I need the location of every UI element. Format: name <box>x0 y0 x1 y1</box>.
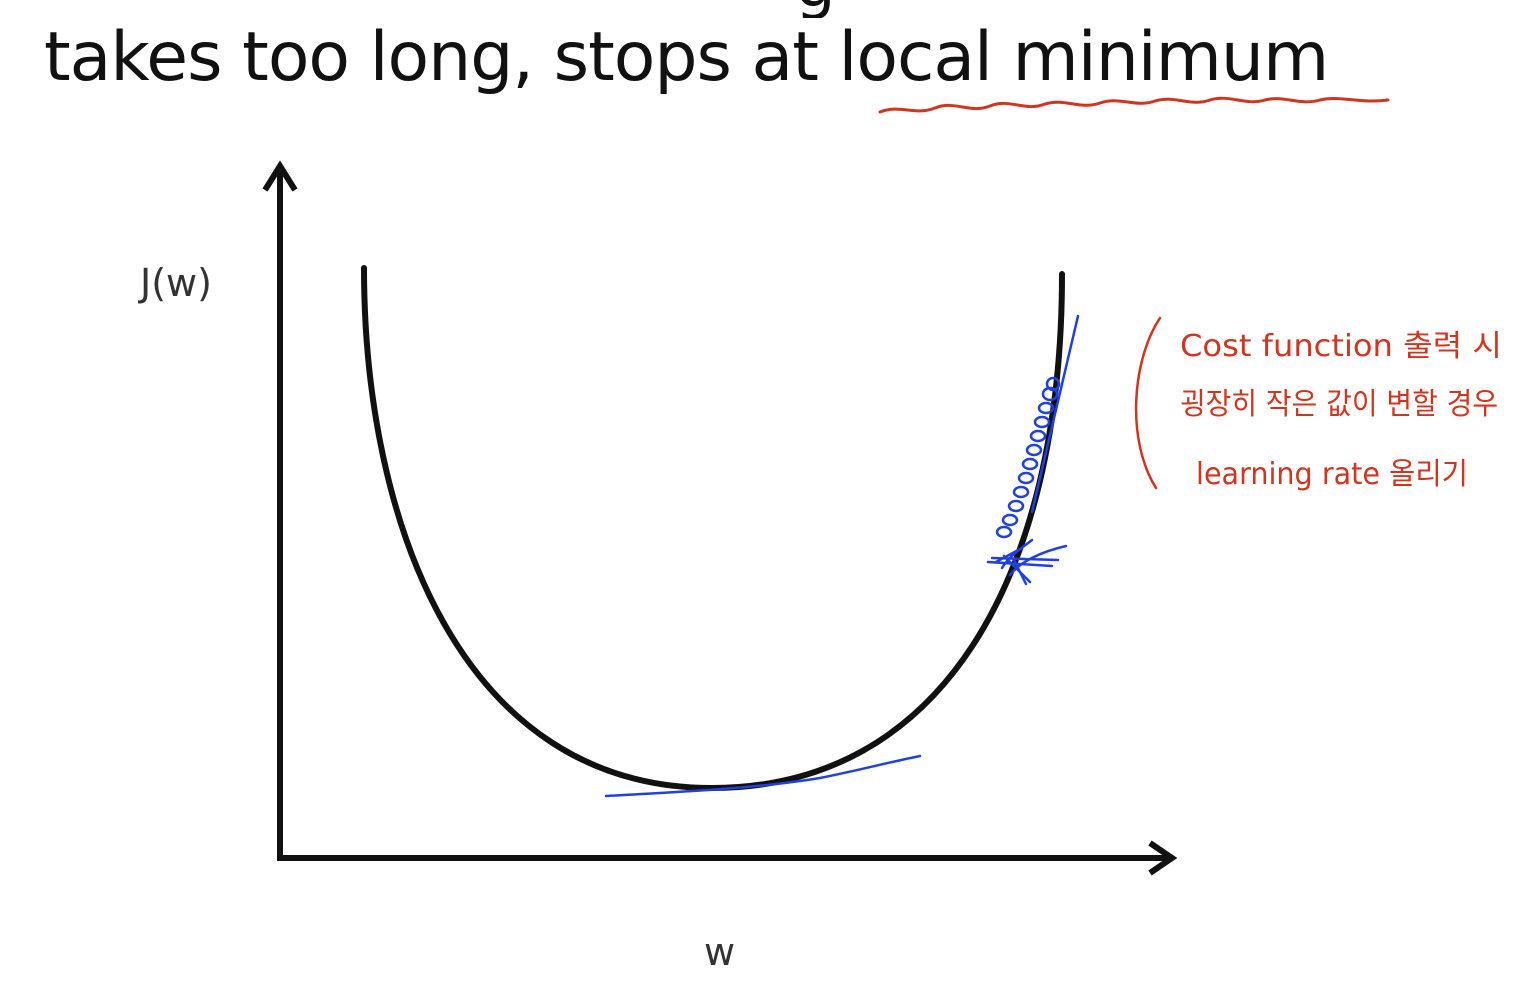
blue-tangent-line <box>604 754 922 798</box>
red-bracket <box>1134 316 1162 490</box>
x-axis-arrowhead <box>1148 840 1178 876</box>
cost-curve <box>361 265 1065 792</box>
clipped-heading-text: g <box>795 0 836 18</box>
annotation-line-3: learning rate 올리기 <box>1196 457 1468 492</box>
title-prefix: takes too long, stops at <box>44 18 839 97</box>
y-axis-label: J(w) <box>138 261 212 305</box>
annotation-line-2: 굉장히 작은 값이 변할 경우 <box>1180 387 1498 422</box>
blue-arrow-scribble <box>986 538 1068 586</box>
red-wavy-underline <box>878 96 1390 114</box>
slide-title: takes too long, stops at local minimum <box>44 14 1330 102</box>
x-axis-label: w <box>704 930 735 974</box>
blue-slope-line <box>1030 314 1080 514</box>
clipped-heading: g <box>0 0 1536 18</box>
y-axis-arrowhead <box>262 160 298 192</box>
title-highlight: local minimum <box>838 18 1330 97</box>
annotation-line-1: Cost function 출력 시 <box>1180 329 1502 364</box>
blue-gradient-steps <box>995 376 1061 539</box>
